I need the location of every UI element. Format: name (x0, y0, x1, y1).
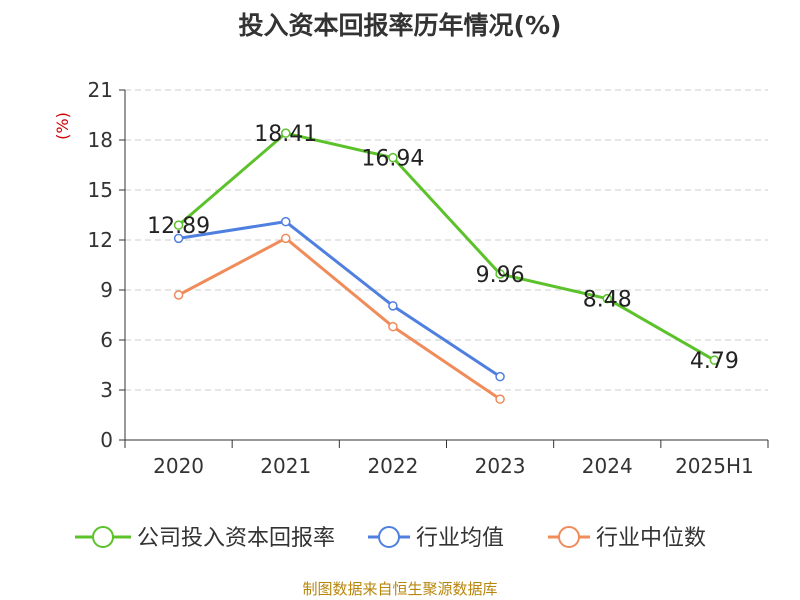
legend-label: 公司投入资本回报率 (137, 526, 335, 551)
y-tick-label: 12 (88, 228, 113, 252)
data-point (281, 216, 291, 227)
series-line (177, 131, 716, 362)
y-tick-label: 15 (88, 178, 113, 202)
legend-marker (378, 526, 400, 548)
y-tick-label: 21 (88, 78, 113, 102)
data-label: 4.79 (690, 349, 739, 374)
data-point (281, 233, 291, 244)
data-point (388, 301, 398, 311)
legend-label: 行业中位数 (596, 526, 706, 551)
data-label: 16.94 (361, 147, 424, 172)
y-unit-label: (%) (53, 112, 72, 140)
x-tick-label: 2022 (367, 454, 418, 478)
data-point (173, 220, 184, 230)
y-tick-label: 18 (88, 128, 113, 152)
y-tick-label: 0 (100, 428, 113, 452)
data-point (495, 269, 505, 279)
series-line (178, 220, 501, 378)
data-point (388, 321, 398, 332)
data-label: 9.96 (476, 263, 525, 288)
legend-label: 行业均值 (416, 526, 504, 551)
x-tick-label: 2024 (582, 454, 633, 478)
chart-title: 投入资本回报率历年情况(%) (238, 11, 562, 40)
x-tick-label: 2023 (475, 454, 526, 478)
data-point (173, 290, 184, 300)
y-tick-label: 6 (100, 328, 113, 352)
data-label: 18.41 (254, 122, 317, 147)
data-label: 8.48 (583, 288, 632, 313)
x-tick-label: 2025H1 (675, 454, 754, 478)
legend-marker (558, 526, 580, 548)
legend-item: 公司投入资本回报率 (75, 526, 335, 551)
y-tick-label: 3 (100, 378, 113, 402)
legend-item: 行业均值 (368, 526, 504, 551)
data-point (281, 128, 291, 138)
data-point (495, 394, 505, 404)
legend-item: 行业中位数 (548, 526, 706, 551)
series-line (177, 236, 501, 401)
data-label: 12.89 (147, 214, 210, 239)
data-point (173, 233, 184, 244)
data-point (495, 371, 505, 382)
legend-marker (92, 526, 114, 548)
data-point (602, 293, 612, 304)
x-tick-label: 2021 (260, 454, 311, 478)
y-tick-label: 9 (100, 278, 113, 302)
data-point (709, 355, 720, 365)
x-tick-label: 2020 (153, 454, 204, 478)
data-point (388, 152, 398, 163)
source-note: 制图数据来自恒生聚源数据库 (302, 580, 498, 598)
